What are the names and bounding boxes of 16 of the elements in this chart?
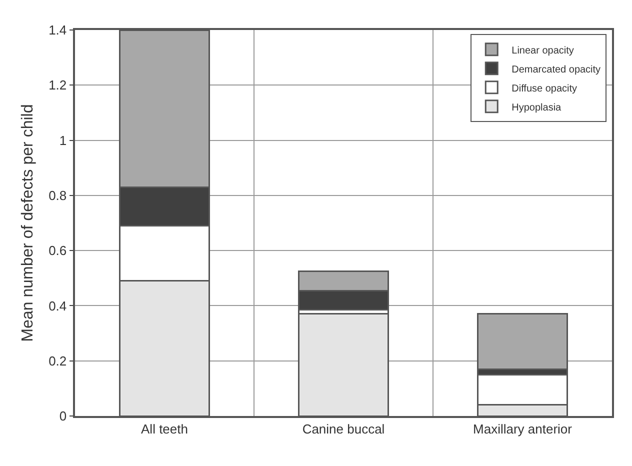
y-tick-label: 1 (59, 132, 67, 148)
legend-label: Hypoplasia (512, 102, 562, 114)
y-axis-title: Mean number of defects per child (20, 104, 36, 342)
y-tick-label: 0.8 (48, 188, 67, 203)
x-tick-label: Maxillary anterior (473, 421, 573, 436)
y-tick-label: 0.4 (48, 298, 67, 314)
y-tick-label: 0.6 (48, 243, 67, 258)
x-tick-label: Canine buccal (302, 421, 385, 436)
y-tick-label: 1.4 (48, 22, 67, 38)
y-tick-label: 0.2 (48, 353, 67, 368)
x-tick-label: All teeth (141, 421, 188, 436)
y-tick-label: 1.2 (48, 78, 67, 93)
legend-label: Diffuse opacity (512, 83, 578, 94)
legend-label: Linear opacity (512, 45, 574, 56)
legend-label: Demarcated opacity (512, 64, 601, 76)
y-tick-label: 0 (59, 408, 67, 424)
